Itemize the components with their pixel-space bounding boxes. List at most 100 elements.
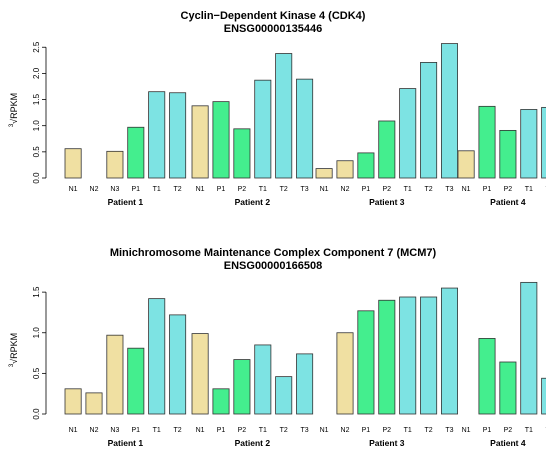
bar [170, 93, 186, 178]
y-tick-label: 0.5 [32, 146, 41, 158]
y-tick-label: 2.5 [32, 41, 41, 53]
x-tick-label: P2 [238, 186, 247, 193]
bar [65, 149, 81, 178]
bar [213, 389, 229, 414]
bar [128, 348, 144, 414]
x-tick-label: P1 [217, 427, 226, 434]
bar [358, 153, 374, 178]
group-label: Patient 2 [235, 438, 271, 448]
x-tick-label: T2 [425, 427, 433, 434]
group-label: Patient 1 [108, 438, 144, 448]
bar [276, 54, 292, 178]
x-tick-label: T2 [280, 427, 288, 434]
bar [521, 282, 537, 414]
y-tick-label: 2.0 [32, 67, 41, 79]
bar [421, 297, 437, 414]
bar [107, 335, 123, 414]
x-tick-label: P1 [132, 427, 141, 434]
bar [542, 378, 546, 414]
y-tick-label: 0.0 [32, 408, 41, 420]
bar [479, 338, 495, 414]
x-tick-label: N3 [110, 186, 119, 193]
x-tick-label: T1 [259, 427, 267, 434]
y-tick-label: 1.0 [32, 327, 41, 339]
x-tick-label: N1 [69, 186, 78, 193]
y-tick-label: 1.5 [32, 286, 41, 298]
bar [213, 102, 229, 178]
bar [192, 106, 208, 178]
x-tick-label: P2 [383, 186, 392, 193]
chart-subtitle: ENSG00000135446 [224, 23, 322, 35]
x-tick-label: P2 [238, 427, 247, 434]
bar [234, 129, 250, 178]
bar [379, 300, 395, 414]
x-tick-label: P1 [362, 427, 371, 434]
x-tick-label: T2 [425, 186, 433, 193]
bar [297, 354, 313, 414]
x-tick-label: N1 [69, 427, 78, 434]
bar [458, 151, 474, 178]
bar [192, 334, 208, 414]
x-tick-label: T1 [153, 427, 161, 434]
x-tick-label: T2 [174, 186, 182, 193]
x-tick-label: N1 [462, 186, 471, 193]
x-tick-label: T3 [445, 427, 453, 434]
bar [255, 80, 271, 178]
x-tick-label: N2 [90, 186, 99, 193]
bar [337, 333, 353, 414]
x-tick-label: N2 [341, 186, 350, 193]
bar [521, 109, 537, 178]
chart-panel: Minichromosome Maintenance Complex Compo… [9, 247, 546, 448]
bar [316, 169, 332, 178]
bar [441, 288, 457, 414]
x-tick-label: P1 [483, 427, 492, 434]
x-tick-label: N2 [90, 427, 99, 434]
bar [358, 311, 374, 414]
y-tick-label: 1.5 [32, 93, 41, 105]
chart-subtitle: ENSG00000166508 [224, 260, 322, 272]
x-tick-label: T3 [301, 186, 309, 193]
x-tick-label: N1 [196, 427, 205, 434]
x-tick-label: T1 [404, 186, 412, 193]
bar [500, 362, 516, 414]
x-tick-label: P1 [217, 186, 226, 193]
x-tick-label: P1 [483, 186, 492, 193]
x-tick-label: P2 [504, 186, 513, 193]
bar [500, 130, 516, 178]
bar [379, 121, 395, 178]
x-tick-label: N1 [320, 186, 329, 193]
bar [65, 389, 81, 414]
bar [128, 127, 144, 178]
group-label: Patient 3 [369, 197, 405, 207]
y-tick-label: 1.0 [32, 120, 41, 132]
x-tick-label: P1 [362, 186, 371, 193]
bar [276, 377, 292, 414]
group-label: Patient 1 [108, 197, 144, 207]
x-tick-label: P2 [504, 427, 513, 434]
bar [337, 161, 353, 178]
bar [400, 297, 416, 414]
bar [421, 62, 437, 178]
x-tick-label: T1 [525, 427, 533, 434]
bar [86, 393, 102, 414]
y-axis-label-text: √RPKM [9, 333, 19, 364]
bar [107, 151, 123, 178]
group-label: Patient 3 [369, 438, 405, 448]
x-tick-label: N1 [196, 186, 205, 193]
chart-title: Cyclin−Dependent Kinase 4 (CDK4) [181, 10, 366, 22]
x-tick-label: N2 [341, 427, 350, 434]
chart-panel: Cyclin−Dependent Kinase 4 (CDK4)ENSG0000… [9, 10, 546, 207]
chart-title: Minichromosome Maintenance Complex Compo… [110, 247, 437, 259]
x-tick-label: N1 [320, 427, 329, 434]
x-tick-label: T2 [280, 186, 288, 193]
x-tick-label: T1 [153, 186, 161, 193]
x-tick-label: T2 [174, 427, 182, 434]
y-axis-label: 3√RPKM [9, 333, 19, 367]
